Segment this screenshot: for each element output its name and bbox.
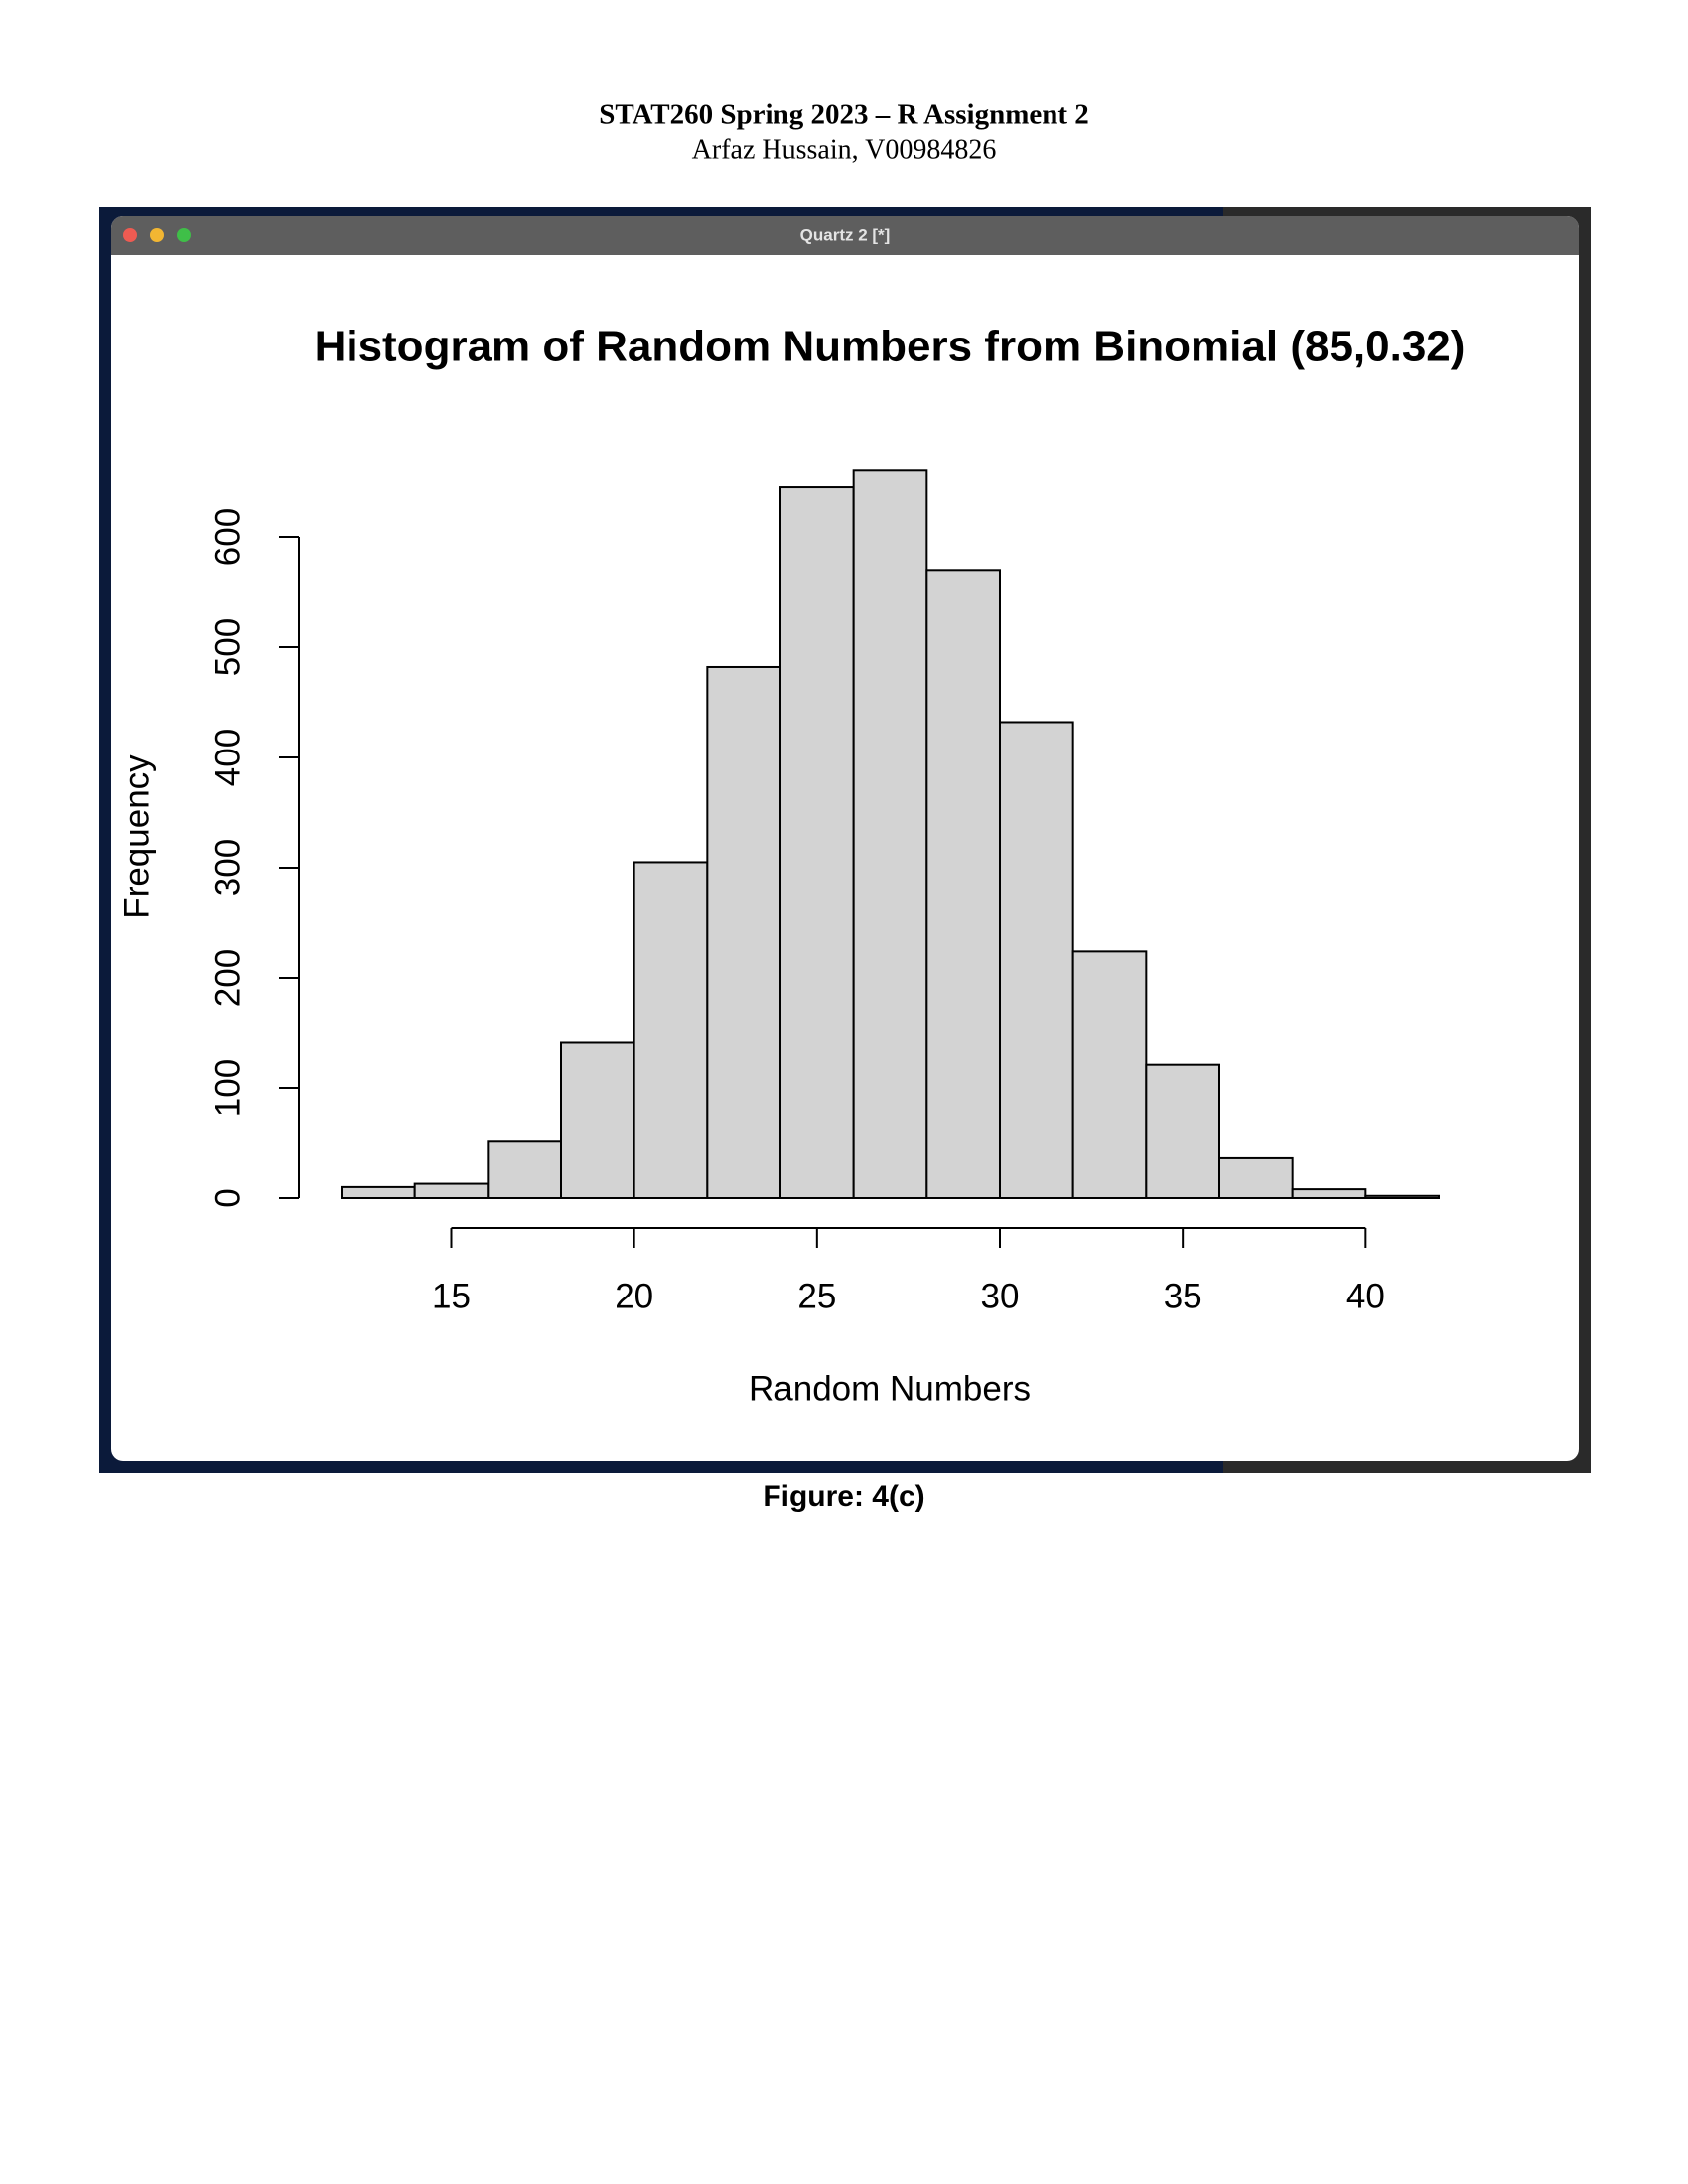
window-title: Quartz 2 [*] — [800, 225, 891, 244]
y-tick-label: 100 — [209, 1059, 247, 1117]
y-tick-label: 200 — [209, 949, 247, 1007]
figure-caption: Figure: 4(c) — [763, 1480, 924, 1513]
minimize-button[interactable] — [150, 228, 164, 242]
y-tick-label: 0 — [209, 1188, 247, 1207]
x-tick-label: 35 — [1164, 1277, 1202, 1315]
histogram-bar — [999, 721, 1074, 1199]
zoom-button[interactable] — [177, 228, 191, 242]
histogram-bar — [779, 486, 855, 1199]
histogram-bar — [487, 1140, 563, 1200]
window-titlebar — [111, 216, 1579, 255]
chart: Histogram of Random Numbers from Binomia… — [117, 323, 1465, 1409]
x-axis-label: Random Numbers — [749, 1369, 1031, 1408]
histogram-bar — [706, 665, 781, 1199]
histogram-bar — [1071, 950, 1148, 1199]
histogram-bar — [1364, 1194, 1441, 1200]
x-tick-label: 40 — [1346, 1277, 1385, 1315]
histogram-bar — [560, 1041, 635, 1199]
header-subtitle: Arfaz Hussain, V00984826 — [692, 134, 997, 165]
header-title: STAT260 Spring 2023 – R Assignment 2 — [599, 99, 1089, 131]
y-tick-label: 500 — [209, 618, 247, 676]
x-tick-label: 30 — [981, 1277, 1020, 1315]
histogram-bar — [413, 1182, 490, 1199]
histogram-bar — [341, 1185, 416, 1200]
x-tick-label: 15 — [432, 1277, 471, 1315]
histogram-bar — [852, 469, 928, 1200]
y-axis-label: Frequency — [117, 754, 156, 919]
y-tick-label: 300 — [209, 839, 247, 896]
close-button[interactable] — [123, 228, 137, 242]
x-tick-label: 25 — [797, 1277, 836, 1315]
histogram-bar — [1145, 1063, 1221, 1199]
histogram-bar — [1291, 1188, 1367, 1199]
histogram-bar — [633, 861, 709, 1199]
y-tick-label: 400 — [209, 729, 247, 786]
y-tick-label: 600 — [209, 508, 247, 566]
histogram-bar — [1218, 1156, 1294, 1200]
chart-title: Histogram of Random Numbers from Binomia… — [315, 323, 1466, 371]
x-tick-label: 20 — [615, 1277, 653, 1315]
histogram-bar — [925, 569, 1001, 1199]
